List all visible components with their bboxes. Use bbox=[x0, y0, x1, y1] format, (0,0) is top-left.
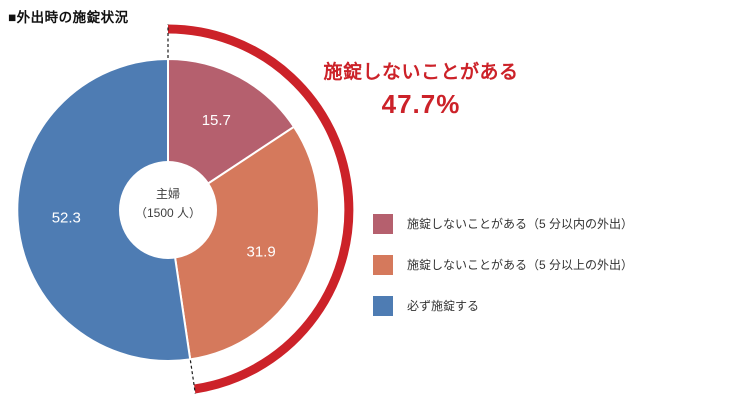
donut-center-line1: 主婦 bbox=[155, 187, 180, 201]
legend-swatch-icon bbox=[373, 254, 393, 275]
legend: 施錠しないことがある（5 分以内の外出） 施錠しないことがある（5 分以上の外出… bbox=[373, 213, 633, 336]
pie-slice-2 bbox=[16, 58, 192, 362]
slice-value-label-1: 31.9 bbox=[246, 244, 275, 261]
donut-center-line2: （1500 人） bbox=[134, 206, 202, 220]
legend-item: 必ず施錠する bbox=[373, 295, 633, 316]
highlight-annotation: 施錠しないことがある 47.7% bbox=[316, 57, 526, 120]
page-title: ■外出時の施錠状況 bbox=[8, 10, 129, 25]
pie-slice-0 bbox=[167, 58, 295, 211]
legend-item: 施錠しないことがある（5 分以上の外出） bbox=[373, 254, 633, 275]
donut-hole bbox=[119, 161, 217, 259]
legend-item-label: 施錠しないことがある（5 分以上の外出） bbox=[407, 258, 634, 272]
legend-item-label: 施錠しないことがある（5 分以内の外出） bbox=[407, 217, 634, 231]
legend-swatch-icon bbox=[373, 213, 393, 234]
legend-swatch-icon bbox=[373, 295, 393, 316]
pie-slice-1 bbox=[167, 125, 320, 361]
slice-value-label-2: 52.3 bbox=[52, 210, 81, 227]
slice-value-label-0: 15.7 bbox=[202, 112, 231, 129]
highlight-arc bbox=[167, 24, 354, 394]
connector-line-bottom bbox=[189, 360, 196, 394]
legend-item-label: 必ず施錠する bbox=[407, 299, 480, 313]
legend-item: 施錠しないことがある（5 分以内の外出） bbox=[373, 213, 633, 234]
donut-center-label: 主婦 （1500 人） bbox=[98, 185, 238, 223]
highlight-annotation-label: 施錠しないことがある bbox=[323, 62, 519, 83]
highlight-annotation-value: 47.7% bbox=[381, 89, 461, 119]
